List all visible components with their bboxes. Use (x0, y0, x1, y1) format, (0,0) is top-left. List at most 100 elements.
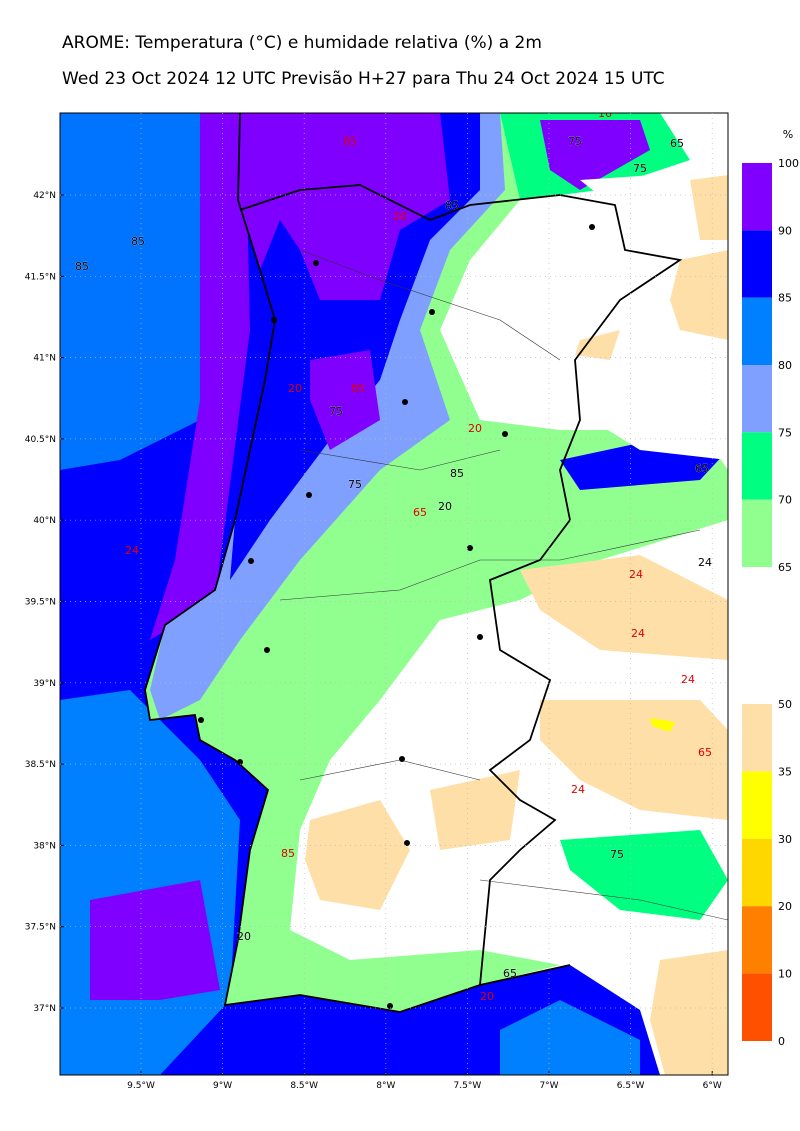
legend-swatch (742, 297, 772, 365)
legend-label: 100 (778, 157, 799, 170)
contour-label: 20 (393, 210, 407, 223)
temp-35 (305, 770, 728, 1075)
lon-label: 7°W (539, 1081, 558, 1091)
contour-label: 65 (503, 967, 517, 980)
legend-label: 35 (778, 765, 792, 778)
title: AROME: Temperatura (°C) e humidade relat… (62, 33, 542, 53)
legend-swatch (742, 432, 772, 500)
legend-label: 20 (778, 900, 792, 913)
sea-light (500, 1000, 640, 1075)
sea-purple (150, 113, 250, 640)
lon-label: 8.5°W (290, 1081, 318, 1091)
temp-35 (540, 700, 728, 820)
contour-label: 75 (568, 135, 582, 148)
lon-label: 8°W (376, 1081, 395, 1091)
legend-swatch (742, 838, 772, 907)
contour-label: 85 (281, 847, 295, 860)
contour-label: 75 (633, 162, 647, 175)
contour-label: 65 (413, 506, 427, 519)
legend-swatch (742, 163, 772, 231)
legend-swatch (742, 704, 772, 772)
legend-label: 80 (778, 359, 792, 372)
contour-label: 85 (343, 135, 357, 148)
contour-label: 65 (698, 746, 712, 759)
temp-35 (575, 175, 728, 360)
contour-label: 20 (468, 422, 482, 435)
lat-label: 37.5°N (25, 923, 56, 933)
cities (198, 224, 595, 1009)
district-lines (279, 249, 728, 921)
lon-label: 6°W (703, 1081, 722, 1091)
sea-purple (90, 880, 220, 1000)
humid-90 (238, 113, 450, 300)
contour-label: 24 (681, 673, 695, 686)
lat-label: 39.5°N (25, 598, 56, 608)
map-frame (59, 112, 729, 1076)
legend-swatch (742, 499, 772, 567)
lat-label: 40.5°N (25, 435, 56, 445)
legend-label: 50 (778, 698, 792, 711)
subtitle: Wed 23 Oct 2024 12 UTC Previsão H+27 par… (62, 69, 665, 89)
contour-label: 85 (131, 235, 145, 248)
contour-label: 24 (571, 783, 585, 796)
lat-label: 37°N (33, 1004, 56, 1014)
contour-label: 85 (75, 260, 89, 273)
lon-label: 7.5°W (454, 1081, 482, 1091)
contour-label: 85 (450, 467, 464, 480)
contour-label: 20 (480, 990, 494, 1003)
legend-swatch (742, 365, 772, 433)
coastline (144, 113, 571, 1013)
legend-swatch (742, 906, 772, 974)
lat-label: 40°N (33, 516, 56, 526)
contour-label: 85 (351, 382, 365, 395)
contour-label: 20 (288, 382, 302, 395)
contour-label: 24 (125, 544, 139, 557)
contour-label: 85 (445, 199, 459, 212)
legend-unit: % (783, 128, 793, 141)
humid-90 (540, 120, 650, 190)
lat-label: 38°N (33, 841, 56, 851)
legend-label: 85 (778, 292, 792, 305)
humid-70 (560, 830, 728, 920)
legend-label: 0 (778, 1035, 785, 1048)
legend-label: 30 (778, 833, 792, 846)
lat-label: 41°N (33, 354, 56, 364)
legend-swatch (742, 973, 772, 1041)
humid-90 (310, 350, 380, 450)
lon-label: 9°W (213, 1081, 232, 1091)
sea-light (60, 113, 240, 470)
land-dry (560, 170, 728, 460)
contour-label: 16 (598, 107, 612, 120)
legend-swatch (742, 771, 772, 839)
border (239, 184, 683, 986)
temp-30 (650, 718, 675, 732)
contour-label: 24 (629, 568, 643, 581)
legend-label: 75 (778, 426, 792, 439)
contour-labels: 16 75 65 75 85 85 85 85 20 20 85 75 85 75 20 65 20 65 24 24… (75, 107, 712, 1003)
lat-label: 38.5°N (25, 760, 56, 770)
contour-label: 75 (348, 478, 362, 491)
map-area: 16 75 65 75 85 85 85 85 20 20 85 75 85 75 20 65 20 65 24 24… (60, 107, 728, 1075)
lat-label: 41.5°N (25, 272, 56, 282)
contour-label: 75 (610, 848, 624, 861)
contour-label: 24 (698, 556, 712, 569)
axis-ticks: 42°N 41.5°N 41°N 40.5°N 40°N 39.5°N 39°N 38.5°N… (25, 113, 728, 1091)
lon-label: 9.5°W (127, 1081, 155, 1091)
legend-label: 70 (778, 494, 792, 507)
temp-35 (520, 555, 728, 660)
lon-label: 6.5°W (617, 1081, 645, 1091)
contour-label: 75 (329, 405, 343, 418)
legend-label: 10 (778, 968, 792, 981)
contour-label: 65 (670, 137, 684, 150)
legend-label: 65 (778, 561, 792, 574)
contour-label: 65 (695, 462, 709, 475)
legend-swatch (742, 230, 772, 298)
lat-label: 39°N (33, 679, 56, 689)
contour-label: 20 (438, 500, 452, 513)
legend-label: 90 (778, 224, 792, 237)
lat-label: 42°N (33, 191, 56, 201)
contour-label: 20 (237, 930, 251, 943)
